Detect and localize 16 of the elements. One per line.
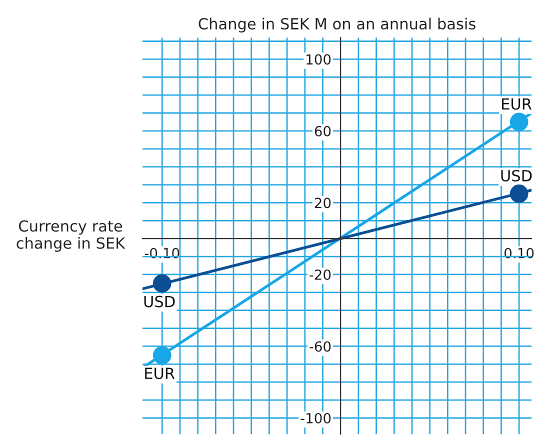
point	[152, 274, 172, 293]
series-label: USD	[501, 170, 532, 182]
y-tick-label: -100	[300, 412, 331, 424]
y-tick-label: 100	[306, 54, 331, 65]
y-tick-label: 60	[314, 126, 331, 136]
point	[510, 184, 528, 203]
text: EUR	[145, 368, 175, 380]
y-tick-label: 20	[314, 198, 331, 208]
series-label: EUR	[502, 98, 532, 110]
y-tick-label: -60	[310, 341, 331, 352]
chart-title: Change in SEK M on an annual basis	[198, 18, 476, 32]
point	[152, 346, 172, 364]
point	[510, 112, 528, 132]
y-tick-label: -20	[310, 269, 331, 280]
text: USD	[144, 296, 175, 308]
y-axis-title: Currency rate change in SEK	[16, 220, 126, 252]
